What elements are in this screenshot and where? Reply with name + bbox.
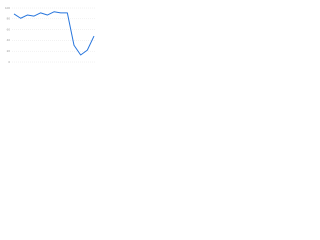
y-tick-label: 60 (7, 27, 11, 31)
y-tick-label: 0 (8, 60, 10, 64)
data-line (13, 11, 95, 56)
y-tick-label: 100 (5, 6, 10, 10)
y-tick-label: 20 (7, 49, 11, 53)
y-tick-label: 80 (7, 17, 11, 21)
y-tick-label: 40 (7, 38, 11, 42)
chart: 0 20 40 60 80 100 (5, 6, 96, 64)
